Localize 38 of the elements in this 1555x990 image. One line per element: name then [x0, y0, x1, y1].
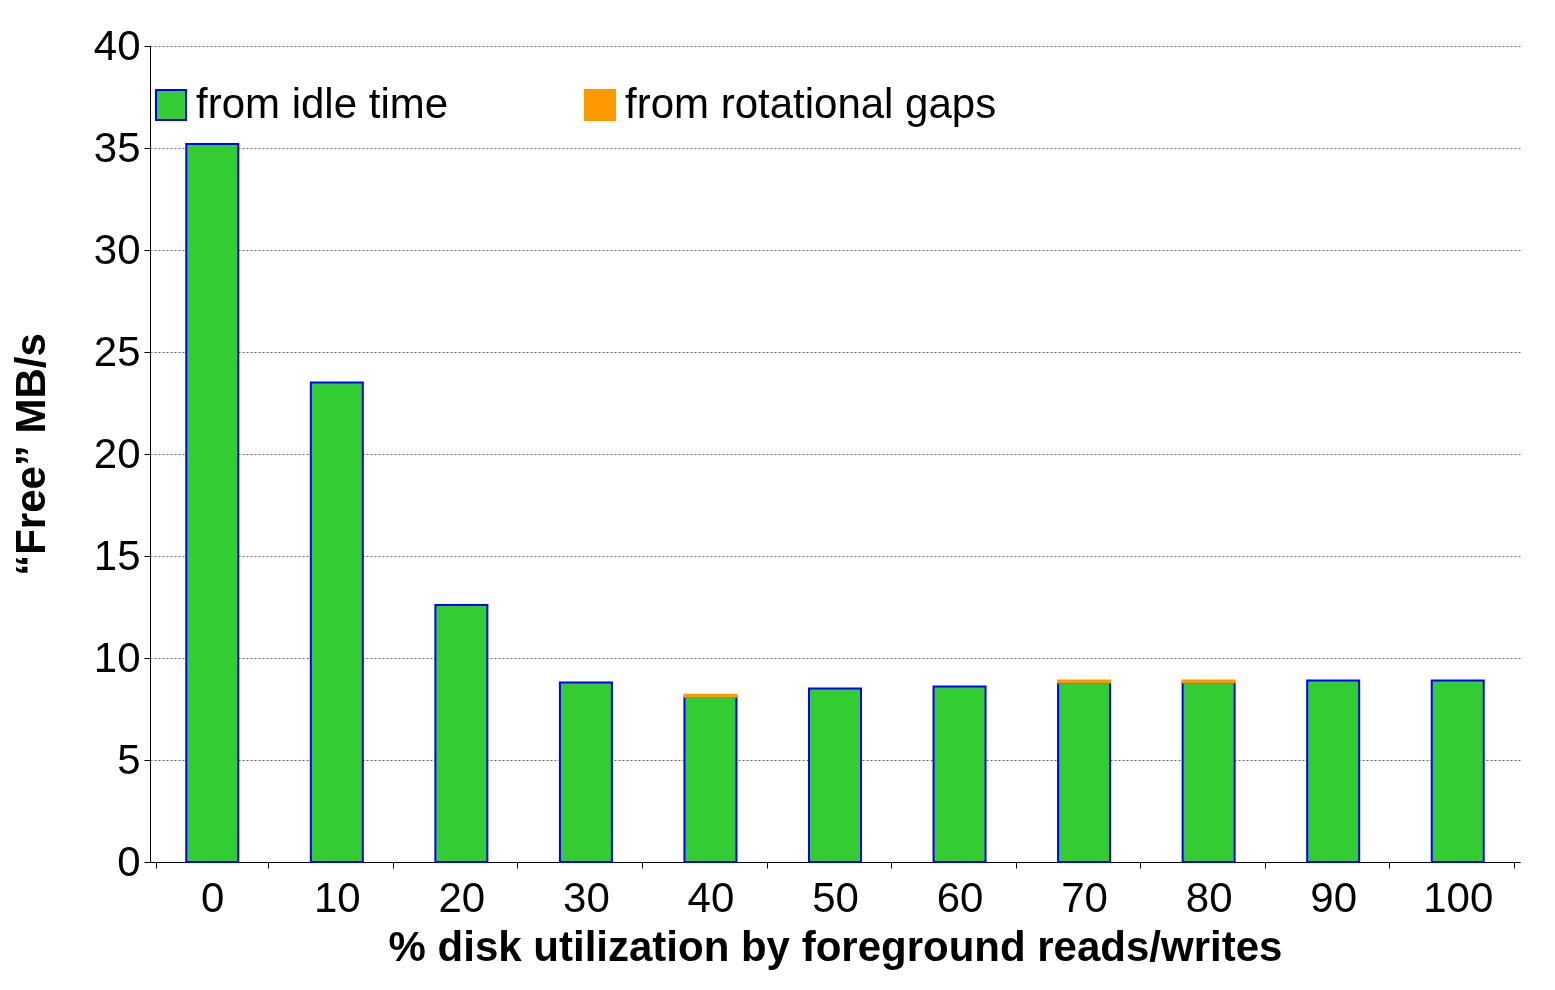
x-tick-label: 20	[438, 873, 486, 921]
x-tick-label: 0	[201, 873, 225, 921]
x-tick-label: 30	[563, 873, 610, 921]
y-tick-label: 0	[117, 837, 141, 885]
bar	[1057, 679, 1112, 684]
legend-label: from rotational gaps	[625, 80, 997, 127]
y-tick-label: 30	[93, 225, 141, 273]
bar	[1430, 679, 1485, 863]
bar	[558, 681, 613, 863]
y-tick-label: 10	[93, 633, 141, 681]
x-tick-label: 100	[1423, 873, 1494, 921]
x-tick-label: 90	[1310, 873, 1358, 921]
y-tick-label: 15	[93, 531, 141, 579]
bar	[185, 142, 240, 863]
bar	[1181, 681, 1236, 863]
bar	[309, 381, 364, 863]
y-tick-label: 35	[93, 123, 141, 171]
x-tick-label: 70	[1061, 873, 1108, 921]
y-axis-title: “Free” MB/s	[6, 333, 54, 576]
y-tick-label: 40	[93, 21, 141, 69]
bar	[683, 693, 738, 698]
bar	[1181, 679, 1236, 684]
y-tick-label: 20	[93, 429, 141, 477]
x-tick-label: 80	[1185, 873, 1233, 921]
bar	[683, 695, 738, 863]
bar	[932, 685, 987, 863]
x-tick-label: 10	[313, 873, 361, 921]
bar	[1306, 679, 1361, 863]
x-tick-label: 50	[812, 873, 859, 921]
y-tick-label: 25	[93, 327, 141, 375]
bar	[434, 603, 489, 863]
y-tick-label: 5	[117, 735, 141, 783]
x-tick-label: 40	[687, 873, 735, 921]
x-axis-title: % disk utilization by foreground reads/writes	[388, 922, 1283, 970]
legend-label: from idle time	[196, 80, 449, 127]
x-tick-label: 60	[936, 873, 984, 921]
bar	[808, 687, 862, 863]
bar	[1057, 681, 1112, 863]
